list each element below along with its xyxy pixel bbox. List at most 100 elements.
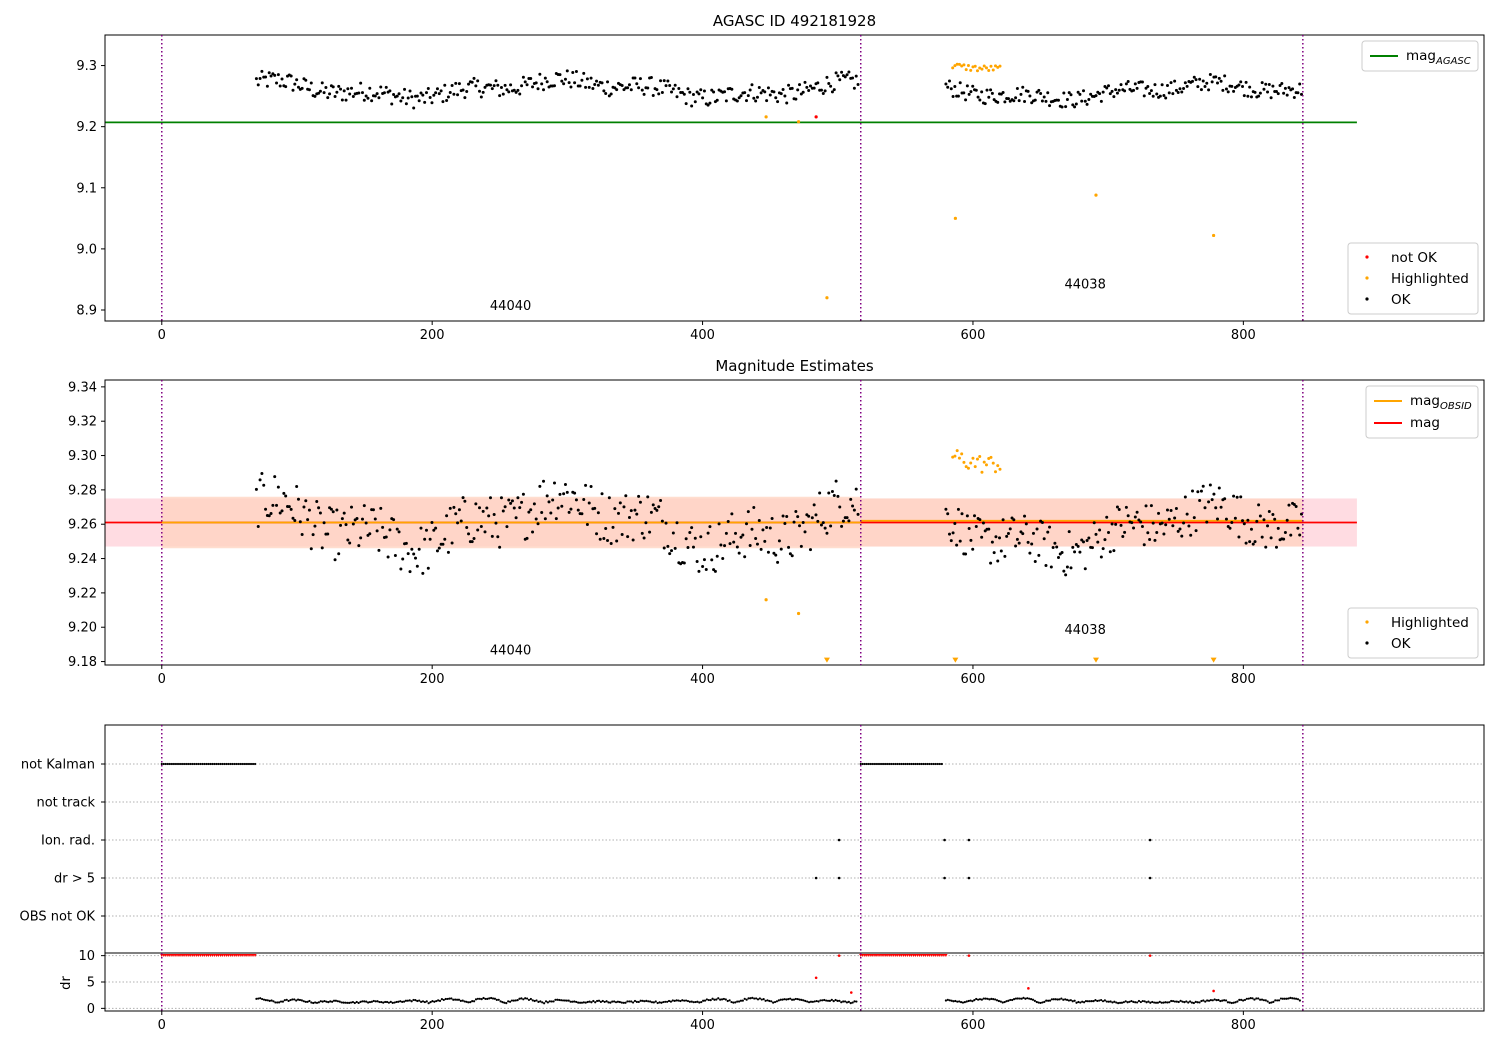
data-point bbox=[1267, 83, 1271, 87]
data-point bbox=[529, 76, 533, 80]
dr-point bbox=[351, 1001, 355, 1004]
dr-clipped-marker bbox=[922, 954, 926, 958]
data-point bbox=[825, 531, 829, 535]
data-point bbox=[967, 526, 971, 530]
data-point bbox=[644, 521, 648, 525]
data-point bbox=[829, 524, 833, 528]
data-point bbox=[1151, 521, 1155, 525]
dr-point bbox=[1060, 997, 1063, 1000]
dr-point bbox=[965, 1000, 968, 1003]
data-point bbox=[510, 499, 514, 503]
data-point bbox=[582, 71, 586, 75]
flag-point bbox=[926, 762, 929, 766]
dr-point bbox=[736, 1000, 739, 1003]
legend-point-label: OK bbox=[1391, 292, 1412, 308]
dr-point bbox=[569, 1000, 572, 1003]
flag-point bbox=[178, 762, 182, 766]
dr-point bbox=[1041, 1001, 1044, 1004]
data-point bbox=[790, 86, 794, 90]
data-point bbox=[368, 532, 372, 536]
data-point bbox=[563, 77, 567, 81]
data-point bbox=[1094, 94, 1098, 98]
data-point bbox=[291, 516, 295, 520]
dr-point bbox=[1092, 1000, 1095, 1003]
dr-point bbox=[1268, 1001, 1271, 1005]
data-point bbox=[974, 88, 978, 92]
data-point bbox=[816, 81, 820, 85]
y-tick-label: 9.32 bbox=[68, 415, 97, 430]
dr-clipped-marker bbox=[928, 954, 932, 958]
dr-clipped-marker bbox=[178, 954, 182, 958]
data-point bbox=[991, 68, 995, 72]
dr-clipped-marker bbox=[859, 954, 863, 958]
data-point bbox=[732, 540, 736, 544]
data-point bbox=[1148, 91, 1152, 95]
dr-point bbox=[751, 996, 754, 999]
data-point bbox=[766, 86, 770, 90]
data-point bbox=[254, 487, 258, 491]
data-point bbox=[841, 519, 845, 523]
dr-point bbox=[688, 1000, 691, 1003]
data-point bbox=[633, 76, 637, 80]
data-point bbox=[708, 525, 712, 529]
data-point bbox=[1056, 98, 1060, 102]
data-point bbox=[525, 536, 529, 540]
data-point bbox=[1292, 95, 1296, 99]
dr-clipped-marker bbox=[926, 954, 930, 958]
dr-point bbox=[1241, 999, 1245, 1002]
dr-point bbox=[808, 1001, 811, 1004]
data-point bbox=[739, 535, 743, 539]
flag-point bbox=[967, 838, 971, 842]
data-point bbox=[1087, 536, 1091, 540]
data-point bbox=[1239, 495, 1243, 499]
data-point bbox=[399, 567, 403, 571]
dr-point bbox=[276, 1001, 279, 1004]
dr-point bbox=[1276, 999, 1279, 1002]
data-point bbox=[1024, 522, 1028, 526]
dr-point bbox=[1234, 1001, 1237, 1004]
dr-point bbox=[683, 999, 686, 1002]
data-point bbox=[424, 528, 428, 532]
data-point bbox=[1098, 528, 1102, 532]
data-point bbox=[1071, 545, 1075, 549]
data-point bbox=[825, 75, 829, 79]
data-point bbox=[317, 91, 321, 95]
data-point bbox=[772, 551, 776, 555]
data-point bbox=[710, 88, 714, 92]
dr-point bbox=[397, 1000, 400, 1003]
data-point bbox=[1012, 518, 1016, 522]
dr-point bbox=[684, 999, 688, 1002]
dr-point bbox=[1262, 999, 1266, 1002]
dr-point bbox=[734, 1001, 737, 1004]
y-tick-label: 9.20 bbox=[68, 621, 97, 636]
data-point bbox=[1126, 514, 1130, 518]
flag-point bbox=[160, 762, 163, 766]
data-point bbox=[309, 547, 313, 551]
data-point bbox=[1124, 505, 1128, 509]
data-point bbox=[1044, 99, 1048, 103]
dr-point bbox=[1022, 996, 1025, 999]
data-point bbox=[1021, 85, 1025, 89]
data-point bbox=[269, 511, 273, 515]
data-point bbox=[1069, 566, 1073, 570]
dr-point bbox=[1232, 1001, 1235, 1004]
flag-point bbox=[166, 762, 169, 766]
dr-point bbox=[609, 1001, 612, 1004]
data-point bbox=[1289, 533, 1293, 537]
dr-point bbox=[1192, 1001, 1195, 1005]
dr-point bbox=[671, 999, 674, 1002]
dr-point bbox=[584, 1001, 587, 1004]
data-point bbox=[637, 494, 641, 498]
data-point bbox=[752, 506, 756, 510]
dr-point bbox=[847, 1000, 850, 1003]
x-tick-label: 800 bbox=[1231, 672, 1256, 687]
data-point bbox=[996, 559, 1000, 563]
flag-point bbox=[869, 762, 872, 766]
data-point bbox=[333, 95, 337, 99]
data-point bbox=[651, 93, 655, 97]
dr-clipped-marker bbox=[162, 954, 166, 958]
data-point bbox=[964, 68, 968, 72]
dr-point bbox=[724, 998, 727, 1001]
data-point bbox=[1049, 565, 1053, 569]
dr-point bbox=[796, 997, 799, 1001]
